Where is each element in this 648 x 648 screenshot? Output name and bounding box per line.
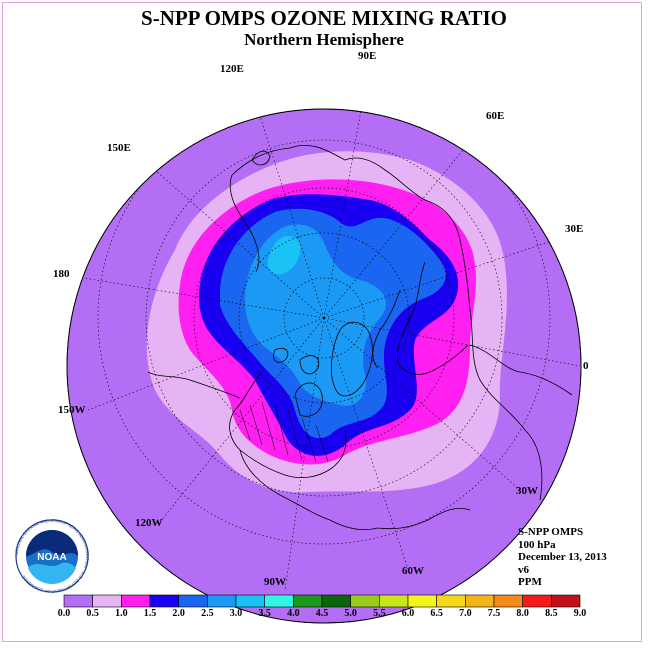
missing-data-hatch [239,401,329,463]
latitude-lines [97,109,551,545]
info-level: 100 hPa [518,538,556,551]
colorbar-tick-label: 4.5 [315,608,329,619]
map-title: S-NPP OMPS OZONE MIXING RATIO [141,6,507,30]
colorbar-tick-label: 8.0 [516,608,529,619]
lon-label-30w: 30W [516,485,538,497]
info-block: S-NPP OMPS 100 hPa December 13, 2013 v6 … [518,526,607,589]
lon-label-120e: 120E [220,63,244,75]
colorbar-tick-label: 8.5 [545,608,558,619]
info-instrument: S-NPP OMPS [518,526,584,538]
colorbar-tick-label: 1.0 [115,608,128,619]
lon-label-0: 0 [583,360,589,372]
contour-3.0-3.5 [267,236,301,275]
colorbar-tick-label: 7.5 [487,608,501,619]
lon-label-90e: 90E [358,50,377,62]
colorbar-tick-label: 6.5 [430,608,443,619]
lon-label-150e: 150E [107,142,131,154]
figure-frame [2,2,642,642]
colorbar-tick-label: 2.5 [201,608,214,619]
colorbar-tick-label: 9.0 [573,608,587,619]
lon-label-60e: 60E [486,110,505,122]
coastlines [147,144,573,530]
colorbar-tick-label: 4.0 [287,608,300,619]
info-version: v6 [518,563,529,576]
lon-label-30e: 30E [565,223,584,235]
colorbar-tick-label: 6.0 [401,608,415,619]
map-subtitle: Northern Hemisphere [244,30,404,49]
meridian-lines [71,109,581,591]
lon-label-150w: 150W [58,404,86,416]
colorbar-tick-label: 5.5 [373,608,386,619]
colorbar-tick-label: 5.0 [344,608,357,619]
colorbar-tick-label: 7.0 [459,608,472,619]
lon-label-90w: 90W [264,576,286,588]
colorbar-tick-label: 0.0 [57,608,71,619]
lon-label-60w: 60W [402,565,424,577]
colorbar-tick-label: 2.0 [172,608,185,619]
colorbar-tick-label: 3.5 [258,608,271,619]
lon-label-180: 180 [53,268,70,280]
info-date: December 13, 2013 [518,551,607,563]
info-units: PPM [518,576,542,588]
colorbar-tick-label: 1.5 [143,608,157,619]
colorbar-tick-label: 0.5 [86,608,99,619]
colorbar-tick-label: 3.0 [229,608,243,619]
lon-label-120w: 120W [135,517,163,529]
